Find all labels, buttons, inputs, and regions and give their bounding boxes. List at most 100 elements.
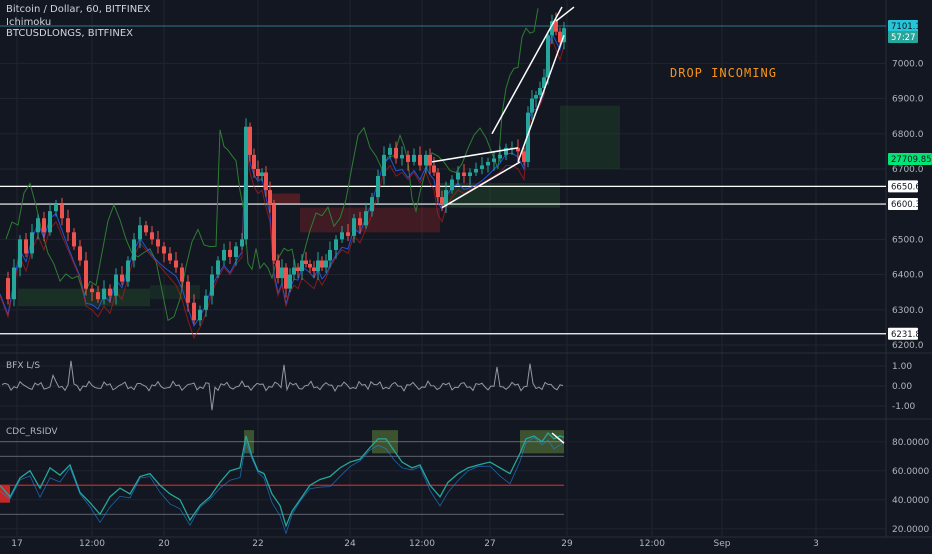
candle-body bbox=[102, 288, 106, 300]
x-tick-label: 3 bbox=[813, 539, 819, 549]
candle-body bbox=[24, 239, 28, 254]
channel-upper bbox=[491, 6, 563, 135]
y-tick-label: 80.0000 bbox=[892, 438, 929, 448]
candle-body bbox=[436, 172, 440, 198]
candle-body bbox=[132, 239, 136, 261]
x-tick-label: 29 bbox=[561, 539, 573, 549]
candle-body bbox=[156, 239, 160, 247]
candle-body bbox=[120, 274, 124, 282]
candle-body bbox=[334, 239, 338, 250]
candle-body bbox=[486, 161, 490, 166]
candle-body bbox=[358, 218, 362, 226]
price-label-indicator: 27709.8540 bbox=[891, 155, 932, 165]
candle-body bbox=[114, 274, 118, 296]
candle-body bbox=[144, 225, 148, 233]
candle-body bbox=[534, 95, 538, 99]
price-label-current: 7101.1 bbox=[891, 22, 921, 32]
candle-body bbox=[256, 168, 260, 176]
candle-body bbox=[320, 260, 324, 268]
indicator-longs-label[interactable]: BTCUSDLONGS, BITFINEX bbox=[6, 28, 134, 39]
candle-body bbox=[418, 154, 422, 166]
y-tick-label: 6400.0 bbox=[892, 271, 924, 281]
candle-body bbox=[558, 31, 562, 43]
candle-body bbox=[260, 172, 264, 176]
candle-body bbox=[468, 172, 472, 176]
longs-ratio-line bbox=[1, 360, 564, 411]
candle-body bbox=[406, 154, 410, 162]
candle-body bbox=[428, 154, 432, 166]
y-tick-label: 6200.0 bbox=[892, 341, 924, 351]
candle-body bbox=[90, 288, 94, 293]
candle-body bbox=[54, 204, 58, 212]
candle-body bbox=[400, 154, 404, 159]
rsi-overbought-fill bbox=[244, 430, 254, 454]
price-label-box bbox=[888, 20, 918, 32]
candle-body bbox=[174, 260, 178, 268]
candle-body bbox=[382, 154, 386, 176]
candle-body bbox=[562, 28, 566, 43]
x-tick-label: Sep bbox=[714, 539, 731, 549]
candle-body bbox=[168, 253, 172, 261]
candle-body bbox=[192, 302, 196, 321]
y-tick-label: 1.00 bbox=[892, 362, 912, 372]
symbol-title: Bitcoin / Dollar, 60, BITFINEX bbox=[6, 4, 151, 15]
candle-body bbox=[72, 232, 76, 247]
price-label-level: 6231.8 bbox=[891, 330, 921, 340]
candle-body bbox=[376, 176, 380, 198]
y-tick-label: 6800.0 bbox=[892, 130, 924, 140]
candle-body bbox=[198, 309, 202, 321]
rsi-signal-line bbox=[0, 436, 565, 535]
rsi-divergence-line bbox=[551, 432, 565, 444]
candle-body bbox=[340, 232, 344, 240]
candle-body bbox=[424, 154, 428, 166]
rsi-panel-title: CDC_RSIDV bbox=[6, 427, 58, 437]
candle-body bbox=[42, 218, 46, 233]
candle-body bbox=[450, 179, 454, 191]
price-label-timer: 57:27 bbox=[891, 33, 916, 43]
candle-body bbox=[364, 211, 368, 226]
candle-body bbox=[180, 267, 184, 282]
x-tick-label: 12:00 bbox=[639, 539, 665, 549]
candle-body bbox=[308, 264, 312, 268]
candle-body bbox=[480, 165, 484, 169]
candle-body bbox=[48, 211, 52, 233]
candle-body bbox=[444, 190, 448, 205]
candle-body bbox=[288, 274, 292, 289]
candle-body bbox=[18, 239, 22, 268]
y-tick-label: 0.00 bbox=[892, 382, 912, 392]
candle-body bbox=[462, 172, 466, 176]
candle-body bbox=[108, 288, 112, 296]
candle-body bbox=[388, 147, 392, 155]
y-tick-label: 60.0000 bbox=[892, 467, 929, 477]
drop-incoming-annotation: DROP INCOMING bbox=[670, 66, 777, 80]
candle-body bbox=[546, 35, 550, 78]
candle-body bbox=[324, 260, 328, 268]
price-label-box bbox=[888, 327, 918, 340]
candle-body bbox=[264, 172, 268, 191]
candle-body bbox=[150, 232, 154, 240]
channel-lower bbox=[517, 34, 565, 163]
candle-body bbox=[244, 126, 248, 240]
candle-body bbox=[300, 260, 304, 272]
indicator-ichimoku-label[interactable]: Ichimoku bbox=[6, 17, 52, 28]
candle-body bbox=[304, 260, 308, 264]
candle-body bbox=[66, 218, 70, 233]
y-tick-label: -1.00 bbox=[892, 402, 916, 412]
x-tick-label: 22 bbox=[252, 539, 263, 549]
price-label-box bbox=[888, 180, 918, 193]
candle-body bbox=[526, 112, 530, 162]
candle-body bbox=[138, 225, 142, 240]
candle-body bbox=[504, 147, 508, 155]
rsi-line bbox=[0, 432, 565, 528]
candle-body bbox=[346, 232, 350, 236]
candle-body bbox=[78, 246, 82, 261]
candle-body bbox=[30, 232, 34, 254]
candle-body bbox=[542, 77, 546, 88]
y-tick-label: 6500.0 bbox=[892, 235, 924, 245]
ichimoku-cloud bbox=[560, 105, 620, 169]
y-tick-label: 6900.0 bbox=[892, 95, 924, 105]
candle-body bbox=[228, 249, 232, 257]
candle-body bbox=[456, 172, 460, 180]
